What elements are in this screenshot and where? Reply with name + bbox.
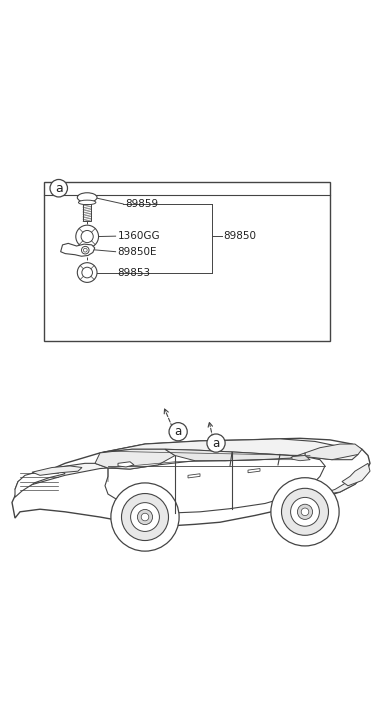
Circle shape [138, 510, 153, 525]
Circle shape [291, 497, 319, 526]
Text: a: a [174, 425, 182, 438]
Text: 1360GG: 1360GG [117, 231, 160, 241]
Text: 89853: 89853 [117, 268, 150, 278]
Polygon shape [342, 463, 370, 486]
Text: a: a [55, 182, 63, 195]
FancyBboxPatch shape [83, 204, 91, 222]
Polygon shape [61, 244, 95, 256]
Polygon shape [15, 468, 65, 497]
Polygon shape [165, 449, 305, 461]
Polygon shape [95, 449, 175, 469]
Circle shape [83, 249, 87, 252]
Circle shape [81, 230, 93, 243]
Circle shape [141, 513, 149, 521]
Text: 89850E: 89850E [117, 246, 157, 257]
Circle shape [282, 489, 329, 535]
Circle shape [298, 505, 313, 519]
Circle shape [122, 494, 169, 541]
Circle shape [111, 483, 179, 551]
Text: 89850: 89850 [224, 231, 257, 241]
Polygon shape [292, 456, 310, 461]
Polygon shape [32, 466, 82, 475]
Circle shape [77, 262, 97, 282]
Polygon shape [188, 474, 200, 478]
Polygon shape [105, 457, 325, 513]
Circle shape [301, 508, 309, 515]
Circle shape [271, 478, 339, 546]
Ellipse shape [77, 193, 97, 202]
Polygon shape [12, 438, 370, 526]
Circle shape [169, 422, 187, 441]
Text: 89859: 89859 [125, 199, 158, 209]
Circle shape [81, 246, 89, 254]
Circle shape [131, 502, 160, 531]
Circle shape [76, 225, 99, 248]
Polygon shape [248, 468, 260, 473]
Circle shape [82, 268, 92, 278]
Circle shape [207, 434, 225, 452]
Text: a: a [212, 437, 220, 449]
FancyBboxPatch shape [44, 182, 330, 341]
Polygon shape [15, 463, 108, 489]
Polygon shape [100, 439, 358, 459]
Polygon shape [305, 444, 362, 459]
Polygon shape [315, 471, 365, 496]
Polygon shape [118, 462, 134, 467]
Ellipse shape [78, 200, 96, 205]
